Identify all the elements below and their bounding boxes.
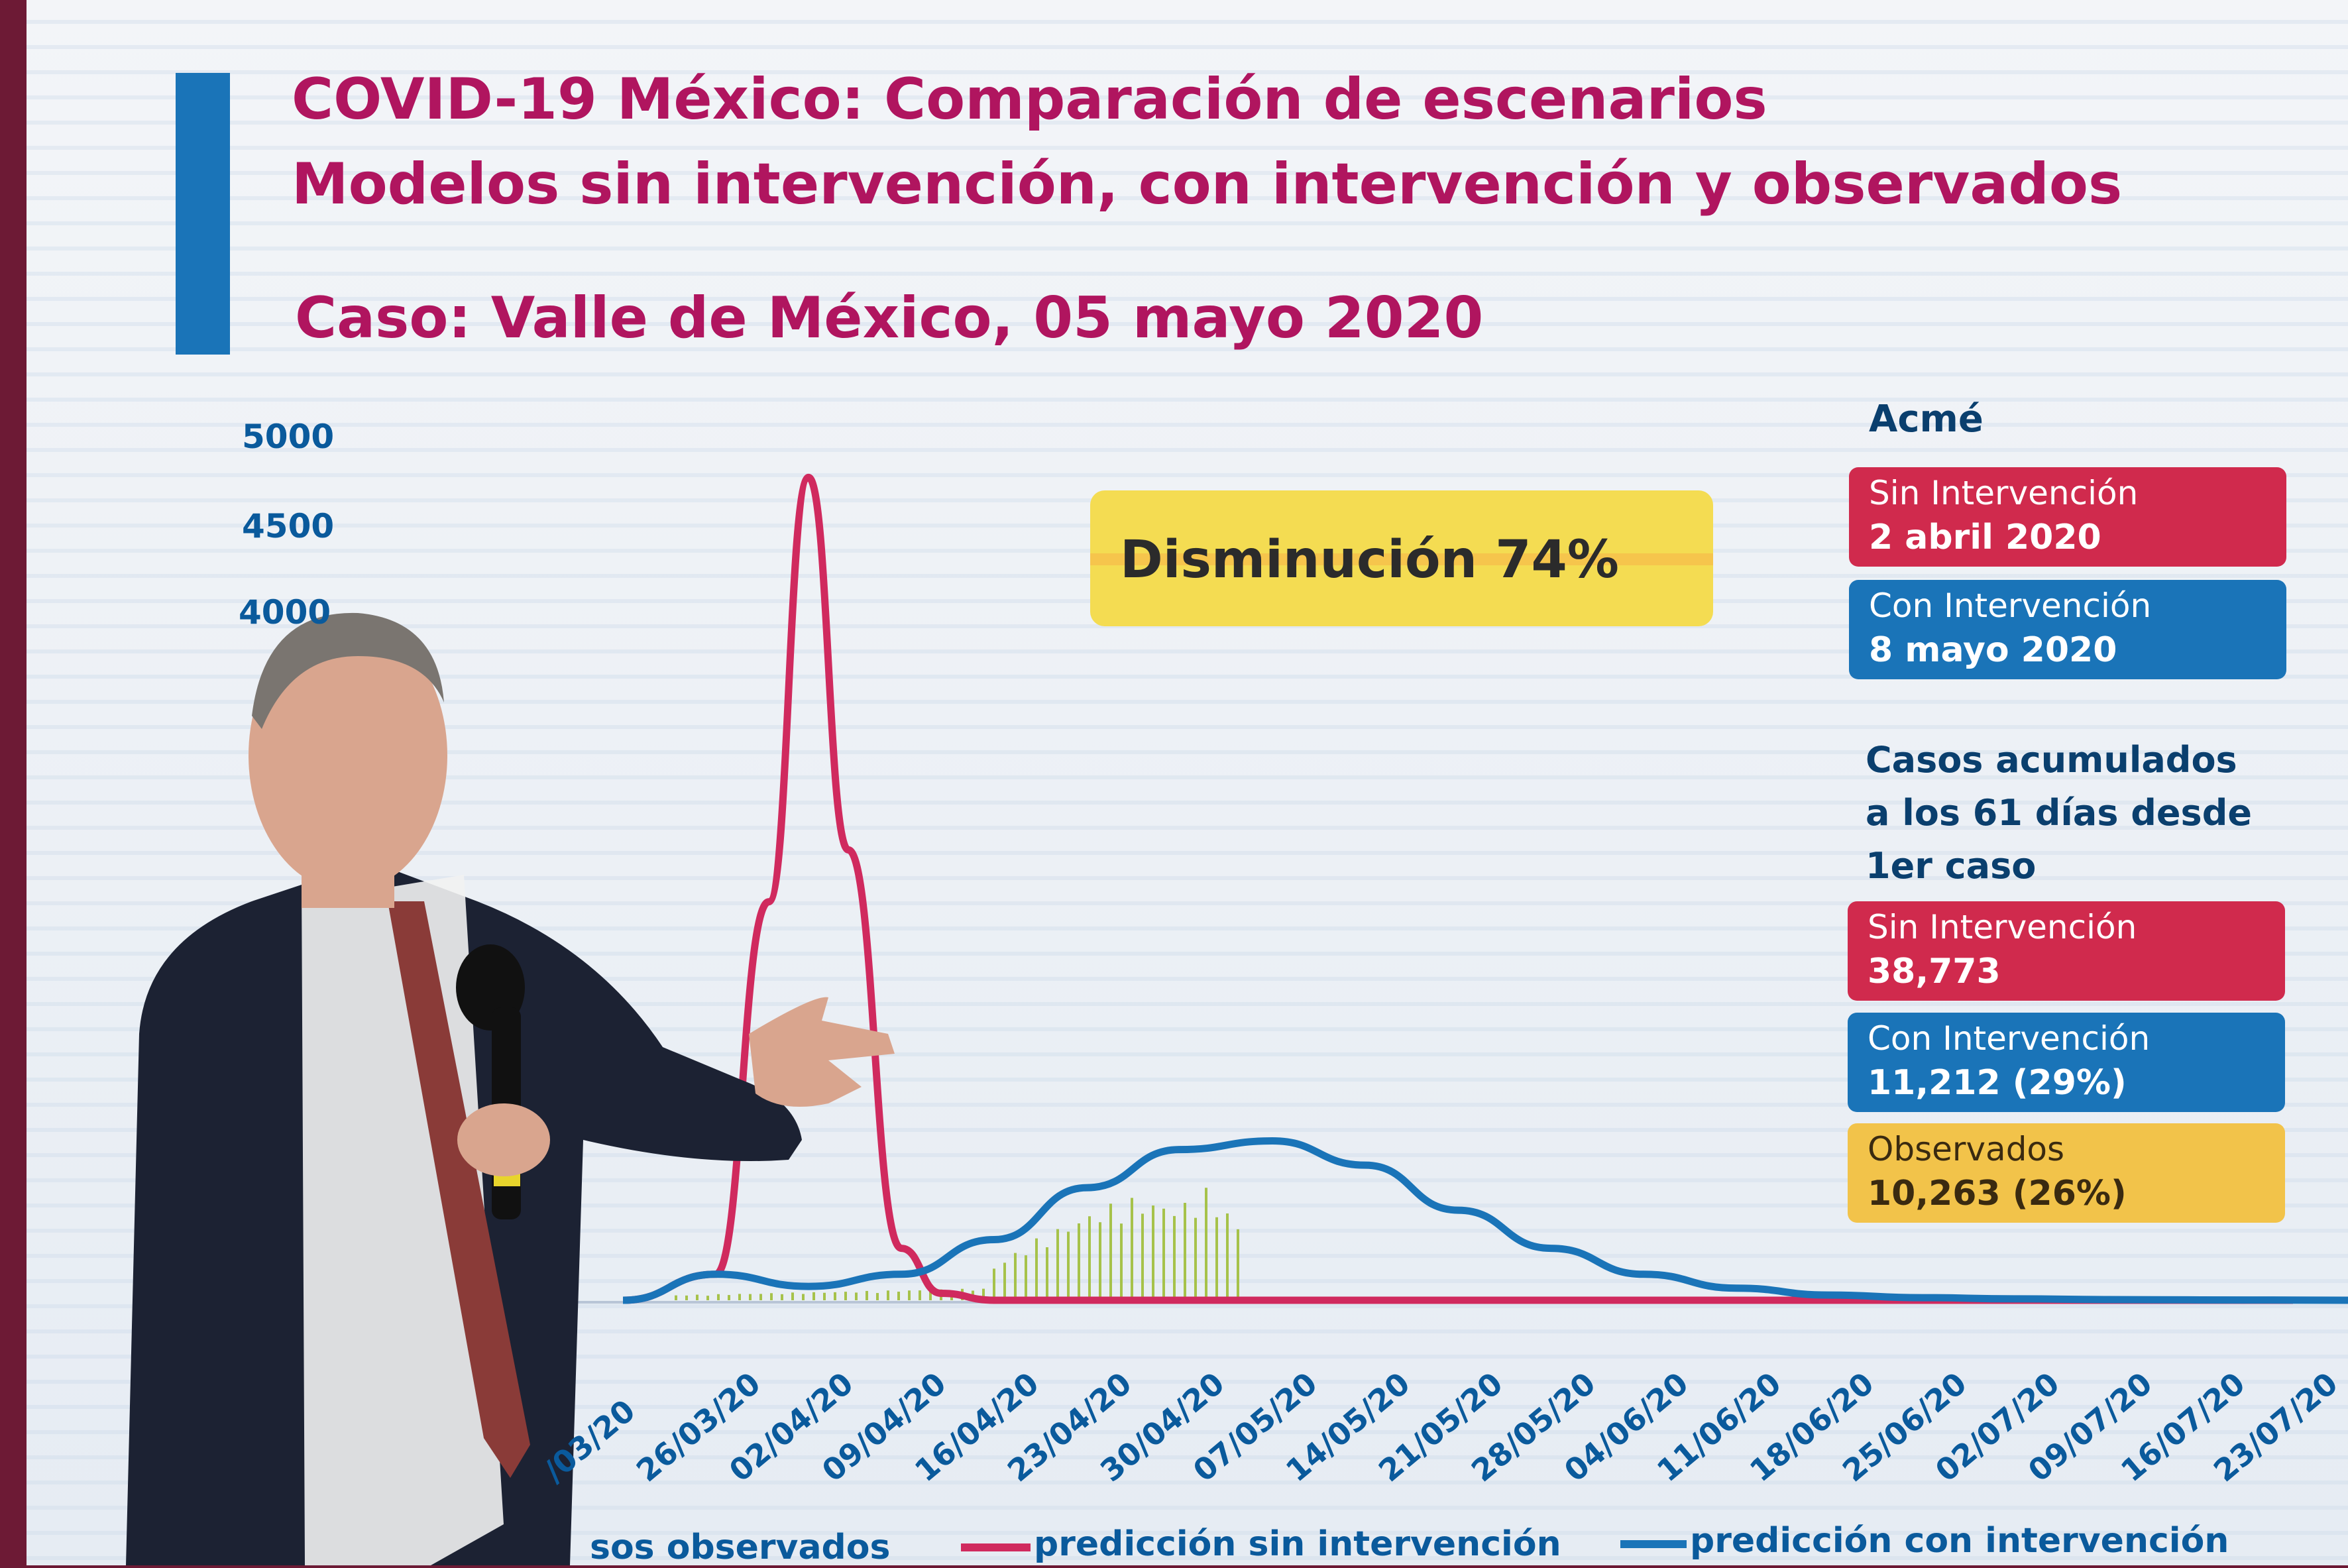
slide-title-line2: Modelos sin intervención, con intervenci…	[292, 151, 2123, 217]
cum-obs-card: Observados 10,263 (26%)	[1848, 1123, 2285, 1223]
slide-title-line1: COVID-19 México: Comparación de escenari…	[292, 66, 1767, 133]
cum-con-box	[1848, 1013, 2285, 1112]
cumulative-heading-3: 1er caso	[1866, 845, 2037, 887]
y-tick-label: 4000	[239, 593, 331, 632]
series-con-intervencion	[622, 1137, 2348, 1304]
acme-sin-box	[1849, 467, 2286, 567]
legend-sin: predicción sin intervención	[1034, 1524, 1561, 1564]
cum-obs-box	[1848, 1123, 2285, 1223]
cum-obs-value: 10,263 (26%)	[1868, 1174, 2127, 1213]
legend-observed: sos observados	[590, 1528, 891, 1567]
cum-con-value: 11,212 (29%)	[1868, 1063, 2127, 1103]
acme-con-label: Con Intervención	[1869, 587, 2152, 625]
slide-subtitle: Caso: Valle de México, 05 mayo 2020	[295, 285, 1484, 351]
acme-sin-card: Sin Intervención 2 abril 2020	[1849, 467, 2286, 567]
cumulative-heading-1: Casos acumulados	[1866, 739, 2237, 781]
acme-con-value: 8 mayo 2020	[1869, 630, 2117, 670]
cum-obs-label: Observados	[1868, 1130, 2065, 1168]
cum-sin-box	[1848, 901, 2285, 1001]
legend-con: predicción con intervención	[1690, 1521, 2229, 1561]
cum-sin-label: Sin Intervención	[1868, 908, 2137, 946]
y-tick-label: 4500	[242, 507, 335, 545]
acme-con-card: Con Intervención 8 mayo 2020	[1849, 580, 2286, 679]
acme-sin-value: 2 abril 2020	[1869, 518, 2101, 557]
y-tick-label: 5000	[242, 418, 335, 456]
cum-con-label: Con Intervención	[1868, 1019, 2151, 1058]
reduction-highlight	[1090, 490, 1713, 626]
title-accent-bar	[176, 73, 230, 355]
acme-sin-label: Sin Intervención	[1869, 474, 2139, 512]
series-sin-intervencion	[622, 473, 2293, 1304]
acme-con-box	[1849, 580, 2286, 679]
acme-heading: Acmé	[1869, 398, 1984, 441]
presenter-figure	[126, 612, 895, 1565]
cum-sin-card: Sin Intervención 38,773	[1848, 901, 2285, 1001]
cumulative-heading-2: a los 61 días desde	[1866, 792, 2252, 834]
observed-series	[675, 1188, 1239, 1300]
reduction-label: Disminución 74%	[1120, 530, 1619, 590]
cum-sin-value: 38,773	[1868, 952, 2001, 991]
cum-con-card: Con Intervención 11,212 (29%)	[1848, 1013, 2285, 1112]
